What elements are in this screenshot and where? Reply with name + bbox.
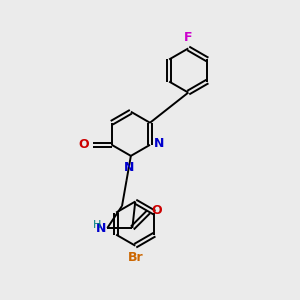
Text: H: H xyxy=(93,220,101,230)
Text: N: N xyxy=(154,137,164,150)
Text: N: N xyxy=(95,221,106,235)
Text: O: O xyxy=(78,138,89,151)
Text: O: O xyxy=(152,204,162,217)
Text: N: N xyxy=(124,161,135,174)
Text: F: F xyxy=(184,31,193,44)
Text: Br: Br xyxy=(128,251,143,264)
